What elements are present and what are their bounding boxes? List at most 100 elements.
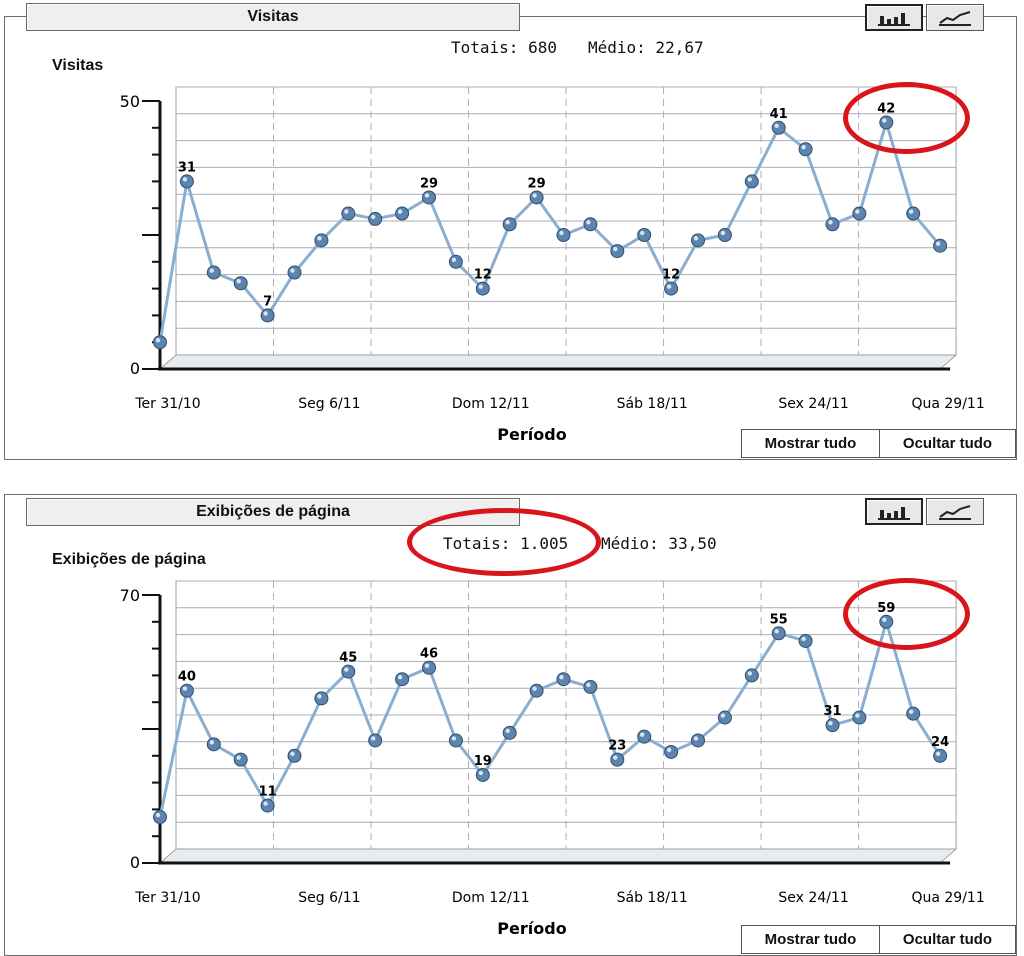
show-all-button[interactable]: Mostrar tudo — [741, 429, 880, 458]
data-point-shine — [371, 214, 376, 220]
x-tick-label: Qua 29/11 — [911, 396, 984, 412]
data-label: 40 — [178, 670, 196, 685]
data-point-shine — [505, 220, 510, 225]
data-point — [717, 228, 732, 242]
bar-chart-icon — [878, 12, 910, 26]
x-tick-label: Qua 29/11 — [911, 890, 984, 906]
x-tick-label: Seg 6/11 — [298, 890, 360, 906]
data-point — [153, 810, 167, 825]
data-point-shine — [935, 751, 941, 756]
data-point — [422, 190, 436, 205]
data-point — [691, 733, 705, 748]
y-axis-title: Visitas — [52, 57, 104, 74]
data-point-shine — [774, 123, 779, 128]
series-line — [158, 120, 942, 343]
show-all-button[interactable]: Mostrar tudo — [741, 925, 880, 954]
plot-floor — [158, 354, 958, 370]
data-point-shine — [909, 209, 914, 214]
data-point — [691, 233, 705, 248]
data-point — [771, 120, 786, 135]
data-point — [341, 664, 356, 679]
data-point — [260, 308, 275, 323]
data-label: 46 — [420, 647, 438, 662]
data-point — [287, 265, 302, 280]
data-label: 29 — [528, 176, 546, 191]
data-point-shine — [236, 279, 241, 284]
data-point-shine — [451, 257, 457, 262]
data-point-shine — [317, 694, 322, 699]
data-point — [583, 217, 598, 232]
data-point-shine — [666, 747, 672, 753]
data-point-shine — [451, 736, 457, 741]
line-chart-button[interactable] — [926, 498, 984, 525]
data-point-shine — [478, 770, 483, 776]
data-point — [798, 142, 813, 157]
average-label: Médio: 33,50 — [601, 534, 717, 553]
data-point-shine — [640, 230, 645, 236]
data-point-shine — [613, 246, 618, 252]
footer-buttons: Mostrar tudo Ocultar tudo — [741, 925, 1016, 954]
data-point-shine — [693, 236, 699, 241]
data-point-shine — [613, 755, 618, 760]
data-point-shine — [424, 663, 430, 668]
data-point — [233, 276, 248, 291]
data-point-shine — [828, 220, 833, 225]
data-point-shine — [801, 636, 806, 642]
data-point-shine — [720, 713, 726, 718]
data-label: 12 — [474, 268, 492, 283]
x-tick-label: Sáb 18/11 — [617, 890, 688, 906]
data-point-shine — [397, 209, 403, 214]
data-point-shine — [236, 755, 241, 760]
data-point-shine — [532, 193, 537, 198]
data-point-shine — [478, 284, 483, 289]
data-point-shine — [666, 284, 672, 289]
bar-chart-button[interactable] — [865, 4, 923, 31]
data-point — [529, 190, 544, 205]
x-tick-label: Sex 24/11 — [778, 890, 848, 906]
y-tick-label: 0 — [130, 359, 140, 378]
hide-all-button[interactable]: Ocultar tudo — [880, 429, 1016, 458]
totals-label: Totais: 680 — [451, 38, 557, 57]
data-point — [583, 679, 598, 694]
data-label: 31 — [178, 160, 196, 175]
data-point-shine — [855, 713, 860, 718]
data-point-shine — [397, 675, 403, 680]
totals-highlight-circle — [407, 508, 601, 576]
x-tick-label: Sex 24/11 — [778, 396, 848, 412]
data-point-shine — [693, 736, 699, 741]
data-point — [287, 748, 302, 763]
data-point-shine — [586, 682, 591, 688]
data-point-shine — [855, 209, 860, 214]
data-point-shine — [182, 686, 188, 691]
data-point-shine — [344, 667, 349, 672]
x-tick-label: Sáb 18/11 — [617, 396, 688, 412]
data-point — [206, 265, 221, 280]
data-point — [610, 244, 625, 259]
data-point — [475, 281, 490, 296]
chart-type-toggle — [865, 498, 984, 525]
y-tick-label: 70 — [120, 586, 140, 605]
data-point-shine — [909, 709, 914, 714]
data-point-shine — [209, 740, 214, 745]
data-point — [395, 206, 410, 221]
data-point-shine — [505, 728, 510, 734]
data-point — [153, 335, 167, 350]
data-label: 11 — [259, 785, 277, 800]
x-axis-title: Período — [497, 919, 566, 938]
data-point-shine — [801, 145, 806, 150]
data-label: 7 — [263, 294, 272, 309]
hide-all-button[interactable]: Ocultar tudo — [880, 925, 1016, 954]
data-point — [825, 718, 840, 733]
data-label: 29 — [420, 176, 438, 191]
line-chart-button[interactable] — [926, 4, 984, 31]
bar-chart-button[interactable] — [865, 498, 923, 525]
data-point-shine — [317, 236, 322, 241]
data-point — [610, 752, 625, 767]
data-point — [502, 217, 517, 232]
data-point — [448, 254, 463, 269]
data-point-shine — [559, 675, 564, 680]
data-point — [664, 281, 679, 296]
line-chart-icon — [939, 504, 971, 520]
data-point-shine — [209, 268, 214, 273]
data-point-shine — [640, 732, 645, 737]
